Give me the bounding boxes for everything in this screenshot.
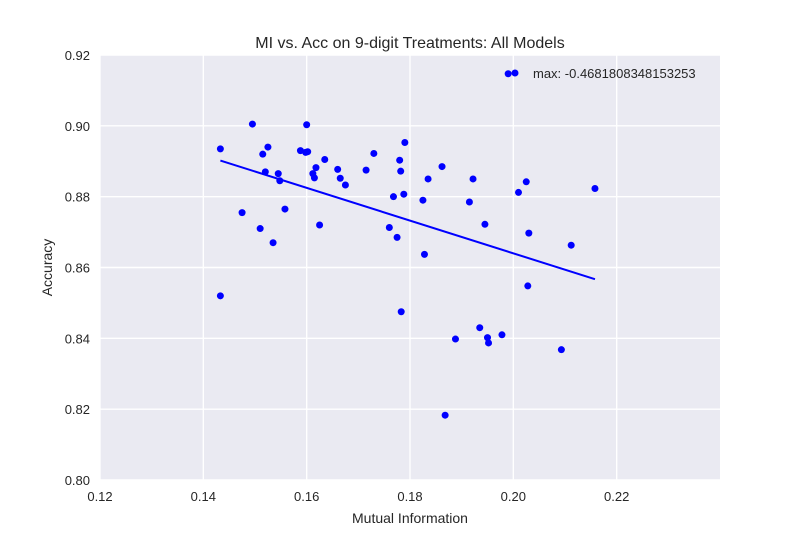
y-axis-label: Accuracy <box>39 239 55 297</box>
data-point <box>274 170 282 178</box>
data-point <box>281 205 289 213</box>
data-point <box>264 143 272 151</box>
x-axis-label: Mutual Information <box>352 510 468 526</box>
x-tick-label: 0.12 <box>87 489 112 504</box>
data-point <box>515 188 522 196</box>
data-point <box>441 411 449 419</box>
data-point <box>401 138 409 146</box>
data-point <box>341 181 349 189</box>
data-point <box>397 167 405 175</box>
data-point <box>522 178 530 186</box>
x-tick-label: 0.22 <box>604 489 629 504</box>
data-point <box>336 174 344 182</box>
y-tick-label: 0.90 <box>65 119 90 134</box>
data-point <box>524 282 532 290</box>
x-tick-label: 0.18 <box>397 489 422 504</box>
data-point <box>476 324 484 332</box>
legend-label: max: -0.4681808348153253 <box>533 66 696 81</box>
data-point <box>451 335 459 343</box>
x-tick-label: 0.20 <box>501 489 526 504</box>
data-point <box>481 220 489 228</box>
y-tick-label: 0.86 <box>65 261 90 276</box>
data-point <box>525 229 533 237</box>
data-point <box>393 233 401 241</box>
data-point <box>385 223 393 231</box>
legend: max: -0.4681808348153253 <box>511 66 696 81</box>
data-point <box>424 175 432 183</box>
data-point <box>362 166 370 174</box>
data-point <box>498 331 506 339</box>
data-point <box>216 145 224 153</box>
data-point <box>248 120 256 128</box>
data-point <box>261 168 269 176</box>
data-point <box>310 174 318 182</box>
data-point <box>312 164 320 172</box>
data-point <box>269 239 277 247</box>
data-point <box>276 177 284 185</box>
tick-labels: 0.12 0.14 0.16 0.18 0.20 0.22 0.80 0.82 0.84 0.86… <box>65 48 630 504</box>
y-tick-label: 0.82 <box>65 402 90 417</box>
data-point <box>567 241 575 249</box>
data-point <box>465 198 473 206</box>
data-point <box>557 346 565 354</box>
data-point <box>321 155 329 163</box>
data-point <box>216 292 224 300</box>
data-point <box>419 196 427 204</box>
data-point <box>469 175 477 183</box>
data-point <box>304 148 312 156</box>
data-point <box>256 225 264 233</box>
data-point <box>485 339 493 347</box>
y-tick-label: 0.88 <box>65 190 90 205</box>
data-point <box>303 121 311 129</box>
data-point <box>484 334 491 342</box>
data-point <box>396 156 404 164</box>
y-tick-label: 0.80 <box>65 473 90 488</box>
data-point <box>438 163 446 171</box>
data-point <box>370 149 378 157</box>
x-tick-label: 0.16 <box>294 489 319 504</box>
data-point <box>397 308 405 316</box>
chart-title: MI vs. Acc on 9-digit Treatments: All Mo… <box>255 35 564 52</box>
legend-marker <box>511 69 519 77</box>
data-point <box>238 209 246 217</box>
y-tick-label: 0.84 <box>65 331 90 346</box>
data-marks <box>216 70 599 419</box>
x-tick-label: 0.14 <box>191 489 216 504</box>
data-point <box>420 250 428 258</box>
data-point <box>316 221 324 229</box>
y-tick-label: 0.92 <box>65 48 90 63</box>
data-point <box>400 190 408 198</box>
data-point <box>334 165 342 173</box>
data-point <box>591 185 599 193</box>
data-point <box>389 193 397 201</box>
data-point <box>504 70 512 78</box>
data-point <box>259 150 267 158</box>
